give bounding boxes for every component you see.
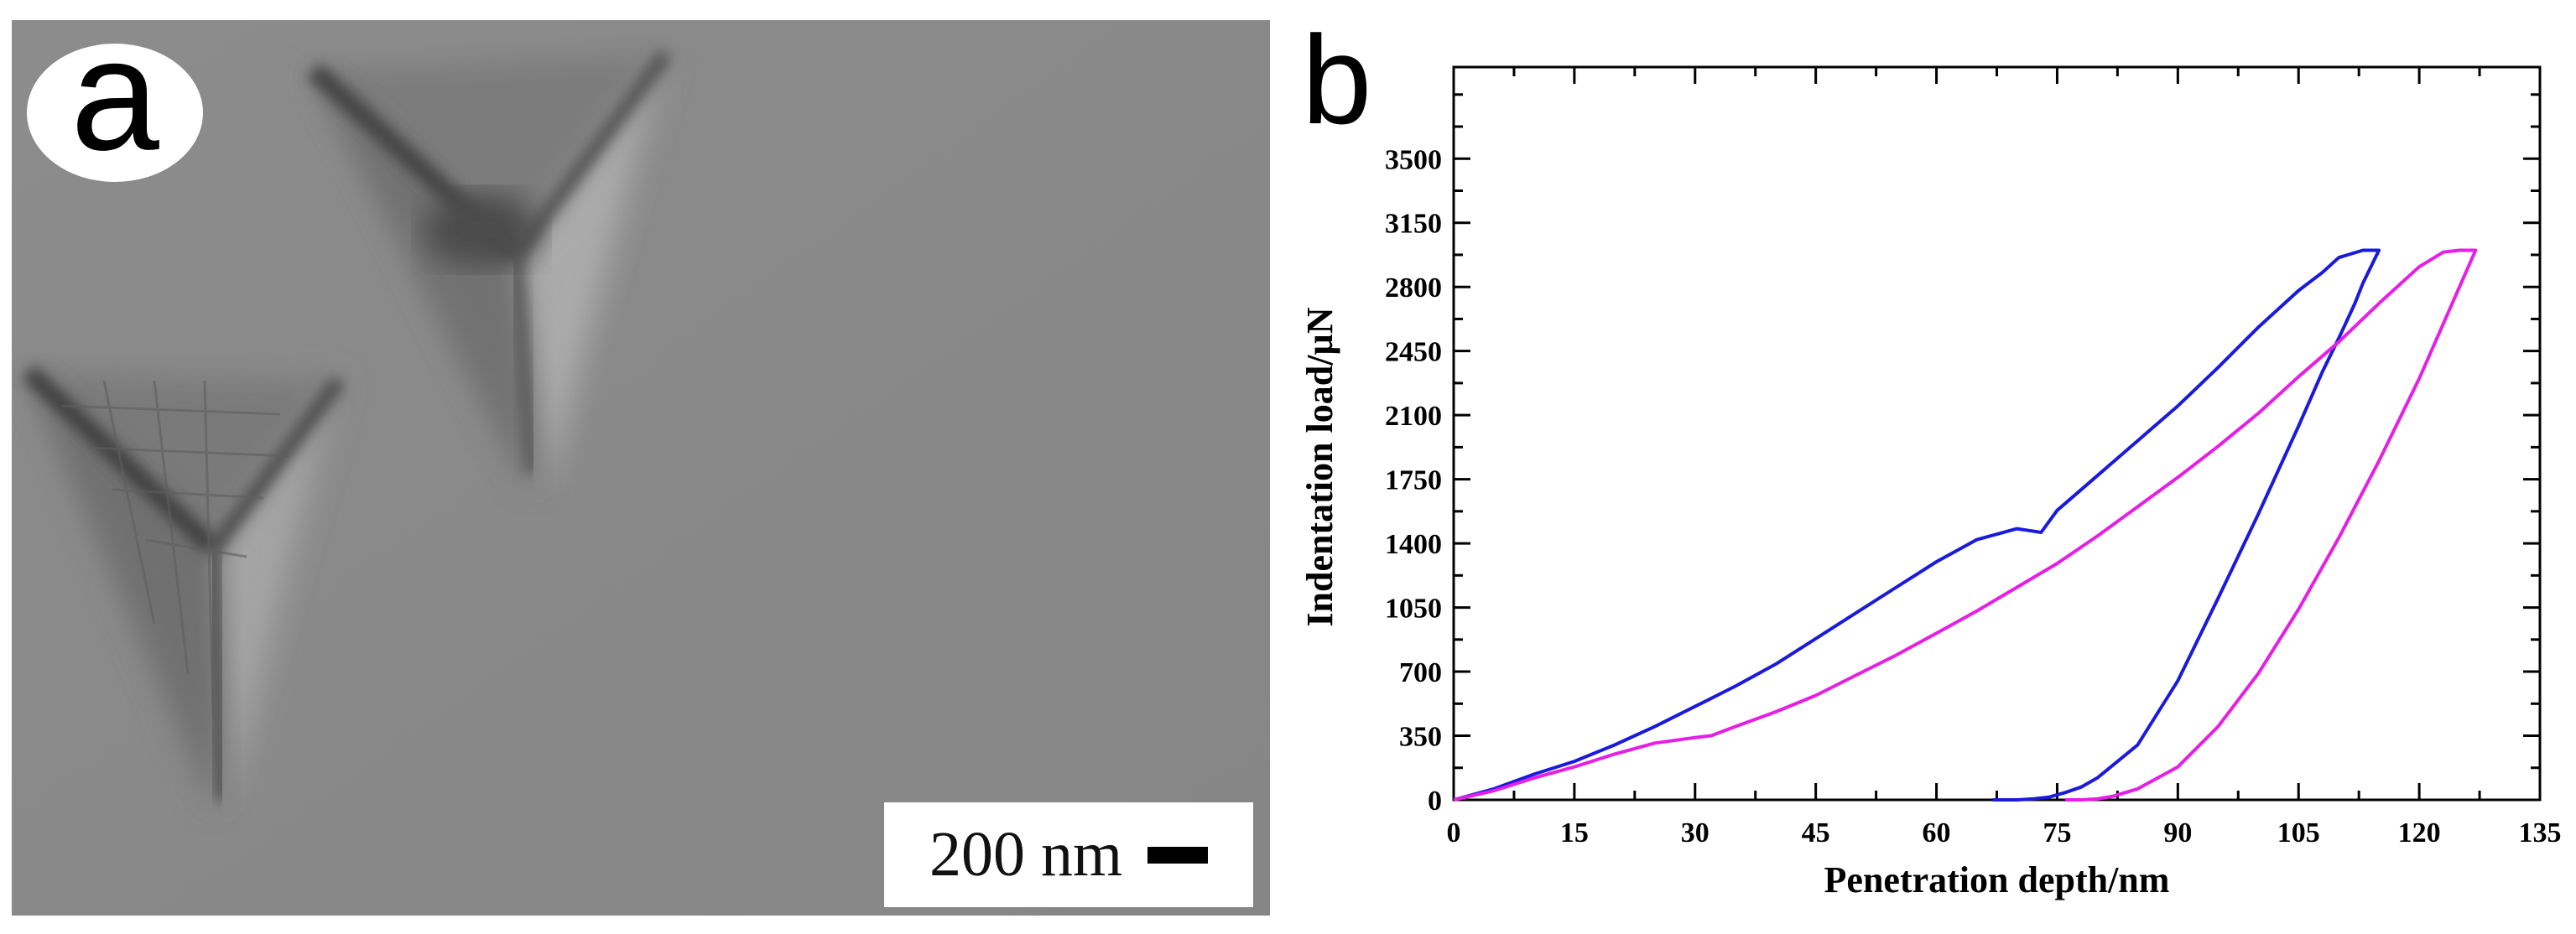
panel-a-label: a <box>27 20 203 182</box>
plot-frame <box>1452 65 2542 802</box>
x-tick-label: 15 <box>1560 817 1589 848</box>
y-tick-label: 1400 <box>1385 529 1442 560</box>
sem-image-panel: a 200 nm <box>12 20 1270 916</box>
y-tick-label: 350 <box>1399 722 1442 753</box>
x-tick-label: 30 <box>1681 817 1710 848</box>
y-tick-labels: 0 350 700 1050 1400 1750 2100 2450 2800 3150 3500 <box>1385 144 1442 817</box>
load-depth-chart: 0 15 30 45 60 75 90 105 120 135 0 350 700 1050 1400 17… <box>1292 0 2576 934</box>
y-tick-label: 3150 <box>1385 209 1442 240</box>
x-tick-label: 60 <box>1923 817 1951 848</box>
sem-micrograph <box>12 20 1270 916</box>
x-tick-label: 135 <box>2519 817 2562 848</box>
x-tick-label: 90 <box>2163 817 2192 848</box>
y-tick-label: 2100 <box>1385 401 1442 432</box>
scale-bar <box>1147 846 1209 864</box>
x-axis-title: Penetration depth/nm <box>1824 859 2170 900</box>
x-tick-label: 105 <box>2277 817 2320 848</box>
x-tick-label: 120 <box>2398 817 2441 848</box>
x-tick-labels: 0 15 30 45 60 75 90 105 120 135 <box>1447 817 2562 848</box>
y-tick-label: 1750 <box>1385 465 1442 496</box>
y-tick-label: 1050 <box>1385 594 1442 625</box>
y-axis-title: Indentation load/µN <box>1299 307 1340 626</box>
scale-bar-text: 200 nm <box>929 819 1123 890</box>
panel-b-label: b <box>1302 9 1372 150</box>
scale-bar-box: 200 nm <box>884 802 1253 907</box>
y-tick-label: 2450 <box>1385 337 1442 368</box>
x-tick-label: 0 <box>1447 817 1461 848</box>
y-tick-label: 3500 <box>1385 144 1442 175</box>
chart-svg: 0 15 30 45 60 75 90 105 120 135 0 350 700 1050 1400 17… <box>1299 65 2562 900</box>
series-lines <box>1453 248 2478 802</box>
series-line-blue <box>1453 248 2381 802</box>
y-tick-label: 2800 <box>1385 272 1442 304</box>
y-tick-label: 0 <box>1428 786 1442 817</box>
x-tick-label: 75 <box>2043 817 2071 848</box>
x-tick-label: 45 <box>1802 817 1830 848</box>
indent-upper-right <box>306 49 673 490</box>
axis-ticks <box>1452 67 2542 802</box>
indent-lower-left <box>22 366 346 808</box>
series-line-magenta <box>1453 248 2478 802</box>
y-tick-label: 700 <box>1399 657 1442 688</box>
